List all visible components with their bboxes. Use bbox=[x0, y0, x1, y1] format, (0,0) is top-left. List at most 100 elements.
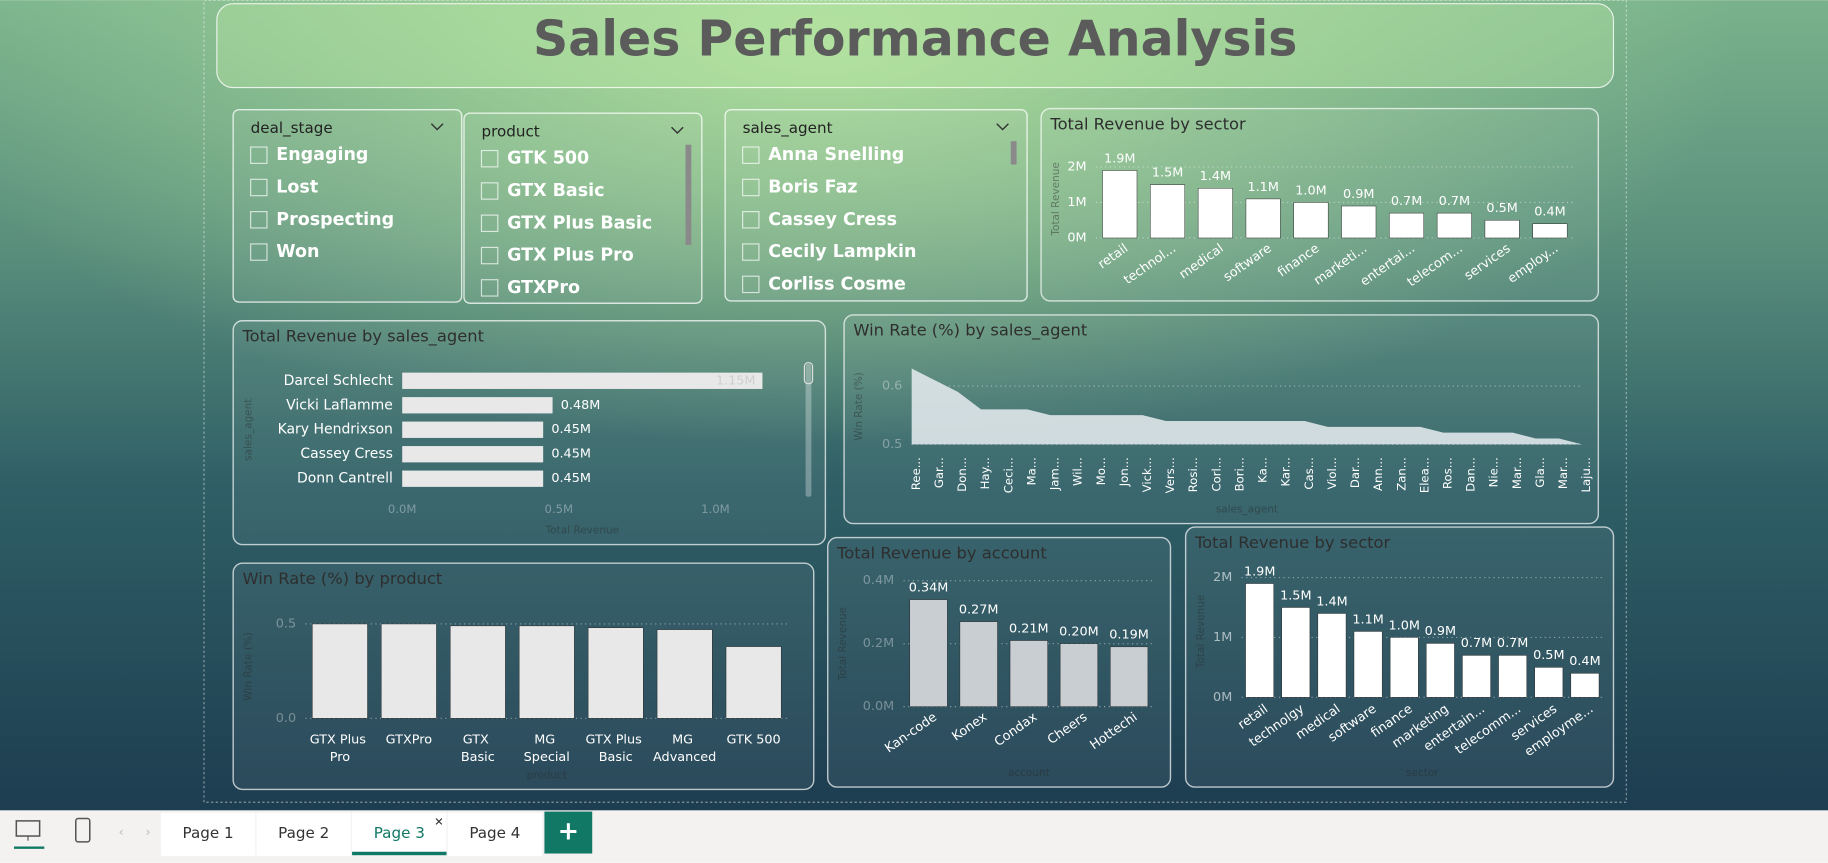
y-axis-title: Total Revenue bbox=[1050, 162, 1062, 236]
bar bbox=[402, 421, 544, 438]
data-label: 1.1M bbox=[1352, 612, 1383, 627]
page-tab[interactable] bbox=[256, 812, 351, 856]
add-page[interactable]: + bbox=[544, 811, 593, 854]
bar bbox=[1498, 655, 1527, 698]
bar bbox=[1293, 202, 1329, 239]
slicer-checkbox[interactable] bbox=[480, 182, 499, 200]
slicer-item[interactable]: GTK 500 bbox=[507, 149, 589, 169]
bar bbox=[1197, 188, 1233, 239]
slicer-checkbox[interactable] bbox=[480, 279, 499, 297]
page-tab-label[interactable]: Page 2 bbox=[278, 824, 329, 842]
page-tab[interactable] bbox=[447, 812, 543, 856]
y-tick-label: 0.2M bbox=[863, 636, 894, 651]
x-tick-label: GTXPro bbox=[386, 732, 433, 747]
slicer-checkbox[interactable] bbox=[742, 211, 760, 229]
x-tick-label: Ros... bbox=[1440, 457, 1454, 489]
y-axis-title: Total Revenue bbox=[837, 607, 849, 681]
scrollbar bbox=[805, 363, 812, 497]
mobile-icon[interactable] bbox=[75, 817, 91, 843]
data-label: 1.0M bbox=[1389, 618, 1420, 633]
slicer-item[interactable]: Anna Snelling bbox=[768, 145, 904, 165]
slicer-checkbox[interactable] bbox=[250, 178, 268, 197]
slicer-item[interactable]: Won bbox=[276, 242, 319, 262]
slicer-item[interactable]: GTX Plus Basic bbox=[507, 213, 652, 233]
y-axis-title: sales_agent bbox=[242, 399, 254, 461]
bar bbox=[725, 646, 782, 719]
slicer-dropdown[interactable] bbox=[996, 123, 1009, 131]
slicer-item[interactable]: Corliss Cosme bbox=[768, 274, 906, 294]
x-axis-title: product bbox=[527, 769, 567, 781]
bar bbox=[1436, 212, 1472, 239]
data-label: 0.4M bbox=[1534, 205, 1565, 220]
bar bbox=[1532, 223, 1568, 239]
bar bbox=[1009, 640, 1048, 707]
x-tick-label: 1.0M bbox=[701, 502, 730, 516]
page-tab-label[interactable]: Page 4 bbox=[469, 824, 520, 842]
bar bbox=[1353, 631, 1383, 698]
slicer-dropdown[interactable] bbox=[671, 126, 684, 135]
slicer-checkbox[interactable] bbox=[480, 214, 499, 233]
chart-title: Win Rate (%) by product bbox=[242, 569, 442, 588]
slicer-item[interactable]: Cecily Lampkin bbox=[768, 242, 916, 262]
x-axis-title: sales_agent bbox=[1216, 504, 1278, 516]
slicer-dropdown[interactable] bbox=[430, 123, 444, 131]
tab-close[interactable] bbox=[435, 818, 443, 825]
y-tick-label: 1M bbox=[1213, 630, 1232, 645]
page-tab[interactable] bbox=[160, 812, 256, 856]
slicer-checkbox[interactable] bbox=[742, 275, 760, 294]
page-tab[interactable] bbox=[352, 812, 447, 856]
data-label: 1.5M bbox=[1280, 588, 1311, 603]
slicer-checkbox[interactable] bbox=[742, 243, 760, 261]
prev-arrow[interactable]: ‹ bbox=[119, 825, 124, 840]
slicer-item[interactable]: Prospecting bbox=[276, 210, 394, 230]
page-tab-label[interactable]: Page 1 bbox=[183, 824, 234, 842]
y-axis-title: Win Rate (%) bbox=[242, 632, 254, 701]
slicer-item[interactable]: Boris Faz bbox=[768, 177, 857, 197]
bar bbox=[402, 372, 763, 389]
desktop-icon[interactable] bbox=[13, 820, 45, 849]
slicer-item[interactable]: Cassey Cress bbox=[768, 210, 897, 230]
x-tick-label: GTX Plus Pro bbox=[310, 732, 370, 764]
bar bbox=[402, 446, 544, 463]
data-label: 0.45M bbox=[551, 422, 591, 437]
bar bbox=[1110, 646, 1149, 707]
slicer-checkbox[interactable] bbox=[742, 146, 760, 164]
next-arrow[interactable]: › bbox=[145, 825, 150, 840]
page-boundary bbox=[203, 0, 1627, 803]
slicer-item[interactable]: GTXPro bbox=[507, 278, 580, 298]
slicer-checkbox[interactable] bbox=[250, 146, 268, 164]
slicer-item[interactable]: Lost bbox=[276, 177, 318, 197]
x-tick-label: Dan... bbox=[1464, 457, 1478, 492]
y-tick-label: 2M bbox=[1067, 159, 1086, 174]
slicer-checkbox[interactable] bbox=[250, 243, 268, 261]
x-tick-label: Cas... bbox=[1302, 457, 1316, 489]
slicer-item[interactable]: Engaging bbox=[276, 145, 368, 165]
slicer-item[interactable]: GTX Plus Pro bbox=[507, 246, 634, 266]
x-tick-label: MG Special bbox=[524, 732, 570, 764]
y-tick-label: 0M bbox=[1213, 690, 1232, 705]
data-label: 0.4M bbox=[1569, 654, 1600, 669]
y-tick-label: 0.0 bbox=[276, 711, 296, 726]
x-axis-title: account bbox=[1008, 767, 1050, 779]
slicer-checkbox[interactable] bbox=[742, 178, 760, 197]
chart-title: Win Rate (%) by sales_agent bbox=[853, 321, 1087, 341]
content: deal_stage Engaging Lost Prospecting Won prod… bbox=[232, 107, 1615, 791]
bar bbox=[1281, 607, 1311, 698]
slicer-scrollbar bbox=[1010, 141, 1017, 165]
y-tick-label: Vicki Laflamme bbox=[286, 397, 393, 413]
x-tick-label: GTX Plus Basic bbox=[586, 732, 646, 764]
x-tick-label: Dar... bbox=[1348, 457, 1362, 488]
area bbox=[911, 368, 1583, 445]
scrollbar-thumb[interactable] bbox=[803, 362, 814, 385]
slicer-checkbox[interactable] bbox=[250, 211, 268, 229]
slicer-checkbox[interactable] bbox=[480, 246, 499, 265]
chart-card bbox=[843, 314, 1600, 525]
page-tab-label[interactable]: Page 3 bbox=[374, 824, 425, 842]
y-axis-title: Win Rate (%) bbox=[853, 372, 865, 441]
bar bbox=[1150, 184, 1186, 239]
slicer-checkbox[interactable] bbox=[480, 149, 499, 168]
slicer-item[interactable]: GTX Basic bbox=[507, 181, 604, 201]
data-label: 0.34M bbox=[909, 580, 949, 595]
slicer-card bbox=[724, 109, 1028, 302]
bar bbox=[312, 623, 368, 719]
